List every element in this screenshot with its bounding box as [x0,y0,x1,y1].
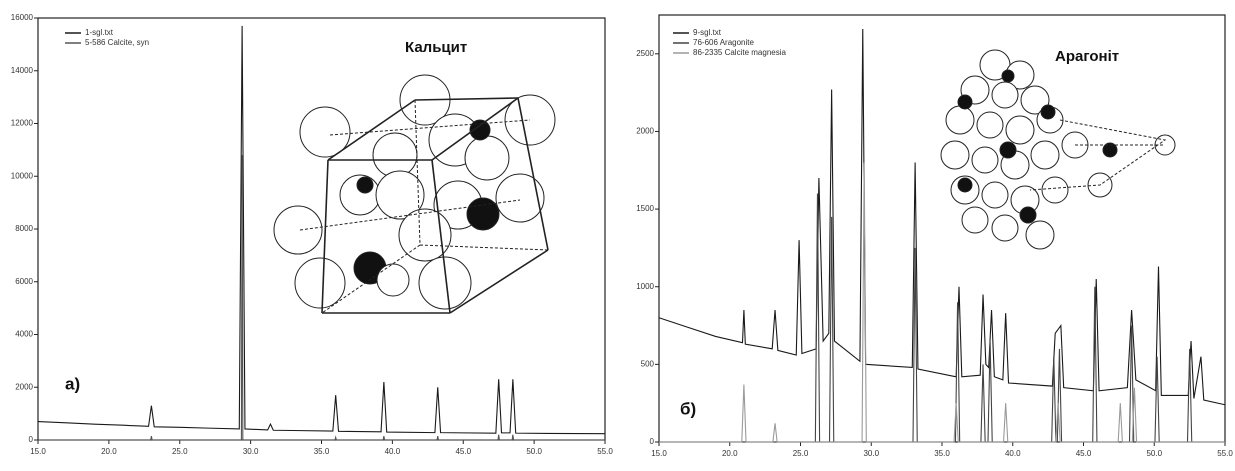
y-tick-label: 2000 [15,382,33,391]
x-tick-label: 35.0 [314,447,330,456]
legend-label: 9-sgl.txt [693,28,722,37]
calcite-structure [273,74,556,314]
y-tick-label: 6000 [15,277,33,286]
aragonite-structure [940,49,1176,250]
x-tick-label: 45.0 [1076,449,1092,458]
plot-frame [658,14,1226,443]
series-line [38,155,605,441]
y-tick-label: 8000 [15,224,33,233]
y-tick-label: 12000 [11,119,34,128]
legend-label: 1-sgl.txt [85,28,114,37]
x-tick-label: 25.0 [172,447,188,456]
x-tick-label: 30.0 [863,449,879,458]
x-tick-label: 15.0 [651,449,667,458]
legend-label: 5-586 Calcite, syn [85,38,149,47]
x-tick-label: 40.0 [1005,449,1021,458]
x-tick-label: 50.0 [1146,449,1162,458]
y-tick-label: 2000 [636,127,654,136]
x-tick-label: 45.0 [455,447,471,456]
panel-label: б) [680,399,696,418]
y-tick-label: 16000 [11,13,34,22]
y-tick-label: 500 [641,359,655,368]
panel-label: а) [65,374,80,393]
y-tick-label: 1500 [636,204,654,213]
x-tick-label: 30.0 [243,447,259,456]
x-tick-label: 50.0 [526,447,542,456]
series-line [37,25,606,435]
y-tick-label: 10000 [11,171,34,180]
x-tick-label: 55.0 [1217,449,1233,458]
x-tick-label: 20.0 [101,447,117,456]
y-tick-label: 2500 [636,49,654,58]
y-tick-label: 1000 [636,282,654,291]
y-tick-label: 0 [650,437,655,446]
x-tick-label: 25.0 [793,449,809,458]
legend-label: 76-606 Aragonite [693,38,754,47]
series-line [659,162,1225,443]
x-tick-label: 55.0 [597,447,613,456]
y-tick-label: 14000 [11,66,34,75]
series-line [658,28,1226,406]
x-tick-label: 35.0 [934,449,950,458]
legend-label: 86-2335 Calcite magnesia [693,48,786,57]
y-tick-label: 4000 [15,330,33,339]
x-tick-label: 20.0 [722,449,738,458]
x-tick-label: 40.0 [385,447,401,456]
x-tick-label: 15.0 [30,447,46,456]
chart-title: Арагоніт [1055,48,1119,65]
chart-title: Кальцит [405,39,467,56]
y-tick-label: 0 [29,435,34,444]
